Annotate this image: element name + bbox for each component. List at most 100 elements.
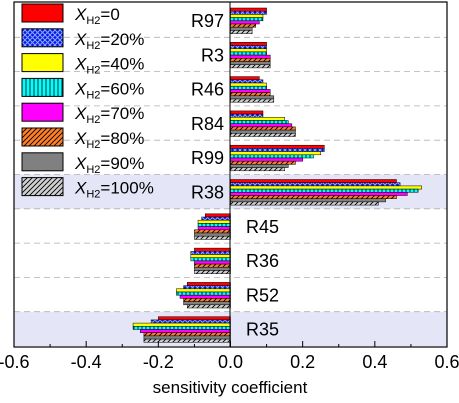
bar-r3-series-5: [230, 58, 271, 62]
legend-label-0: XH2=0: [74, 5, 120, 27]
legend-swatch-1: [21, 28, 64, 48]
category-label-r97: R97: [191, 11, 224, 31]
bar-r45-series-4: [197, 226, 231, 231]
bar-r99-series-6: [230, 164, 289, 168]
category-label-r38: R38: [191, 183, 224, 203]
bar-r35-series-6: [143, 335, 231, 340]
bar-r38-series-4: [230, 192, 408, 196]
bar-r99-series-0: [230, 144, 325, 149]
category-label-r52: R52: [246, 285, 279, 305]
bar-r52-series-7: [186, 304, 231, 309]
bar-r46-series-6: [230, 95, 275, 100]
bar-r3-series-4: [230, 54, 271, 59]
bar-r36-series-2: [190, 254, 231, 258]
x-tick-label: 0.6: [434, 352, 459, 372]
bar-r97-series-1: [230, 10, 267, 15]
legend-label-1: XH2=20%: [74, 30, 144, 52]
bar-r38-series-5: [230, 195, 397, 199]
bar-r46-series-5: [230, 92, 271, 97]
legend-swatch-2: [21, 53, 64, 73]
bar-r45-series-1: [201, 216, 231, 221]
bar-r45-series-0: [204, 213, 231, 218]
bar-r52-series-0: [186, 282, 231, 286]
legend-label-4: XH2=70%: [74, 104, 144, 126]
bar-r36-series-0: [194, 247, 231, 252]
category-label-r36: R36: [246, 251, 279, 271]
category-label-r3: R3: [201, 45, 224, 65]
bar-r3-series-6: [230, 61, 271, 65]
bar-r99-series-2: [230, 151, 321, 156]
bar-r97-series-5: [230, 23, 257, 28]
bar-r36-series-3: [190, 257, 231, 262]
bar-r45-series-2: [197, 219, 231, 224]
bar-r46-series-7: [230, 98, 275, 103]
bar-r46-series-0: [230, 76, 260, 81]
bar-r35-series-1: [150, 319, 231, 324]
category-label-r99: R99: [191, 148, 224, 168]
bar-r46-series-4: [230, 89, 271, 93]
bar-r97-series-7: [230, 30, 253, 34]
bar-r35-series-7: [143, 338, 231, 343]
bar-r84-series-7: [230, 133, 296, 137]
bar-r84-series-3: [230, 120, 289, 124]
bar-r45-series-6: [194, 232, 231, 237]
legend-label-3: XH2=60%: [74, 79, 144, 101]
bar-r38-series-7: [230, 201, 379, 206]
bar-r36-series-1: [190, 251, 231, 255]
bar-r52-series-2: [176, 288, 231, 293]
bar-r45-series-7: [194, 235, 231, 240]
bar-r36-series-7: [194, 270, 231, 274]
bar-r35-series-5: [143, 332, 231, 337]
bar-r36-series-4: [194, 260, 231, 265]
bar-r99-series-7: [230, 167, 285, 172]
bar-r97-series-0: [230, 7, 267, 12]
bar-r45-series-3: [197, 223, 231, 227]
legend-label-5: XH2=80%: [74, 129, 144, 151]
bar-r84-series-0: [230, 110, 264, 115]
category-label-r46: R46: [191, 80, 224, 100]
legend-swatch-3: [21, 77, 64, 97]
bar-r3-series-3: [230, 51, 267, 56]
bar-r52-series-3: [176, 291, 231, 296]
bar-r46-series-1: [230, 79, 264, 84]
bar-r84-series-1: [230, 113, 264, 118]
legend-label-6: XH2=90%: [74, 154, 144, 176]
bar-r36-series-6: [194, 267, 231, 271]
bar-r99-series-5: [230, 160, 296, 165]
legend-swatch-4: [21, 102, 64, 122]
bar-r35-series-3: [132, 326, 231, 330]
bar-r99-series-3: [230, 154, 314, 159]
bar-r38-series-6: [230, 198, 386, 203]
bar-r97-series-3: [230, 17, 264, 22]
legend-label-2: XH2=40%: [74, 55, 144, 77]
category-label-r84: R84: [191, 114, 224, 134]
bar-r35-series-4: [140, 329, 231, 333]
legend-swatch-6: [21, 152, 64, 172]
x-tick-label: 0.4: [362, 352, 387, 372]
bar-r3-series-1: [230, 45, 267, 49]
legend-swatch-0: [21, 3, 64, 23]
bar-r84-series-5: [230, 126, 296, 131]
legend-swatch-5: [21, 127, 64, 147]
bar-r3-series-0: [230, 42, 267, 46]
bar-r3-series-7: [230, 64, 271, 69]
bar-r38-series-2: [230, 185, 422, 190]
bar-r38-series-1: [230, 182, 401, 187]
category-label-r35: R35: [246, 320, 279, 340]
bar-r97-series-2: [230, 14, 264, 18]
x-tick-label: -0.6: [0, 352, 30, 372]
x-tick-label: 0.2: [290, 352, 315, 372]
category-label-r45: R45: [246, 217, 279, 237]
x-tick-label: 0.0: [218, 352, 243, 372]
bar-r84-series-2: [230, 117, 285, 121]
bar-r52-series-5: [183, 298, 231, 302]
x-tick-label: -0.2: [143, 352, 174, 372]
bar-r46-series-2: [230, 82, 267, 87]
bar-r35-series-2: [132, 322, 231, 327]
x-tick-label: -0.4: [71, 352, 102, 372]
bar-r84-series-4: [230, 123, 293, 128]
bar-r46-series-3: [230, 85, 267, 90]
bar-r84-series-6: [230, 129, 296, 134]
